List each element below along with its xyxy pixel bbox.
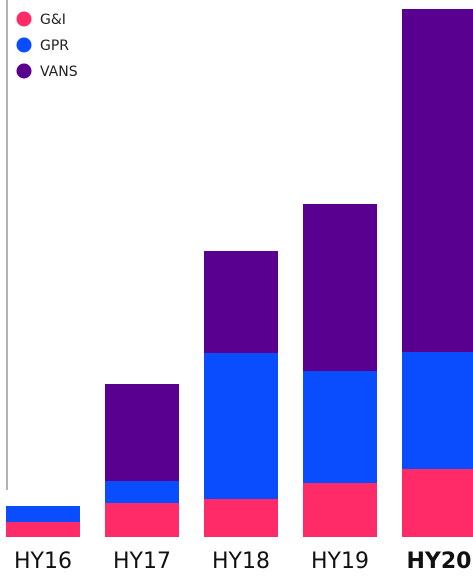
bar-segment-hy19-g-i <box>303 483 377 537</box>
bar-segment-hy17-g-i <box>105 503 179 537</box>
bar-segment-hy20-g-i <box>402 469 473 537</box>
legend-label-vans: VANS <box>40 64 78 80</box>
bar-segment-hy17-vans <box>105 384 179 481</box>
legend: G&I GPR VANS <box>16 11 78 80</box>
bar-segment-hy17-gpr <box>105 481 179 503</box>
bar-segment-hy20-gpr <box>402 352 473 469</box>
bar-segment-hy18-vans <box>204 251 278 353</box>
legend-swatch-gpr <box>16 37 32 53</box>
x-tick-label-hy17: HY17 <box>113 549 171 574</box>
bars-group <box>6 9 473 537</box>
x-tick-label-hy20: HY20 <box>407 549 472 574</box>
bar-segment-hy19-gpr <box>303 371 377 483</box>
bar-segment-hy16-g-i <box>6 522 80 537</box>
x-tick-label-hy18: HY18 <box>212 549 270 574</box>
x-tick-label-hy19: HY19 <box>311 549 369 574</box>
legend-label-gpr: GPR <box>40 38 69 54</box>
x-tick-label-hy16: HY16 <box>14 549 72 574</box>
x-tick-labels: HY16 HY17 HY18 HY19 HY20 <box>14 549 471 574</box>
bar-segment-hy19-vans <box>303 204 377 371</box>
bar-segment-hy20-vans <box>402 9 473 352</box>
bar-segment-hy18-gpr <box>204 353 278 499</box>
bar-segment-hy18-g-i <box>204 499 278 537</box>
legend-swatch-vans <box>16 63 32 79</box>
bar-segment-hy16-gpr <box>6 506 80 522</box>
legend-swatch-g-i <box>16 11 32 27</box>
legend-label-g-i: G&I <box>40 12 66 28</box>
